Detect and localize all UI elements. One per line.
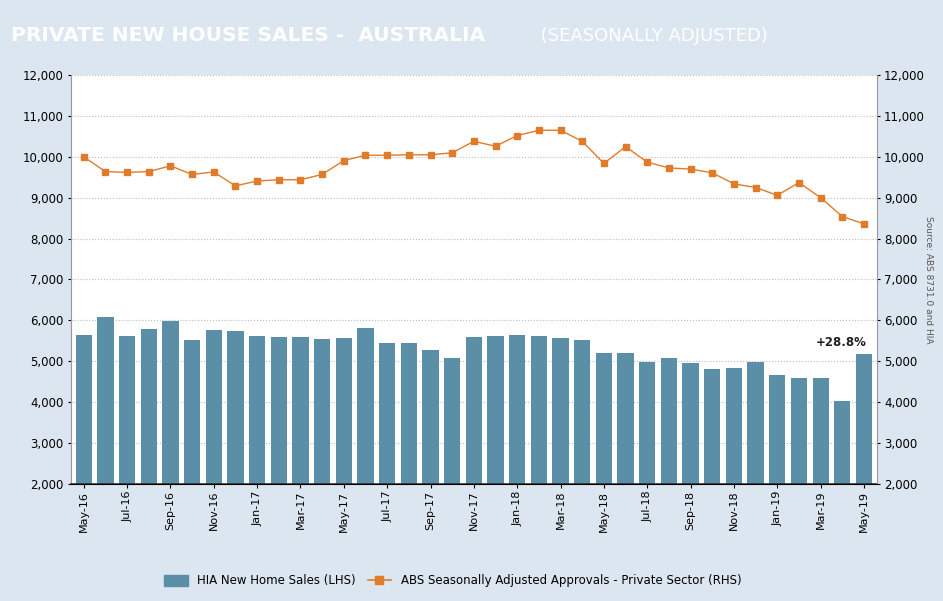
Bar — [162, 321, 178, 566]
Bar — [531, 336, 547, 566]
Text: +28.8%: +28.8% — [816, 336, 867, 349]
Bar — [75, 335, 91, 566]
Bar — [856, 354, 872, 566]
Text: PRIVATE NEW HOUSE SALES -  AUSTRALIA: PRIVATE NEW HOUSE SALES - AUSTRALIA — [11, 26, 486, 46]
Bar — [618, 353, 634, 566]
Bar — [661, 358, 677, 566]
Bar — [314, 339, 330, 566]
Bar — [574, 340, 590, 566]
Bar — [444, 358, 460, 566]
Bar — [726, 368, 742, 566]
Bar — [357, 328, 373, 566]
Bar — [401, 343, 417, 566]
Bar — [184, 340, 200, 566]
Legend: HIA New Home Sales (LHS), ABS Seasonally Adjusted Approvals - Private Sector (RH: HIA New Home Sales (LHS), ABS Seasonally… — [159, 570, 746, 592]
Bar — [141, 329, 157, 566]
Bar — [509, 335, 525, 566]
Text: (SEASONALLY ADJUSTED): (SEASONALLY ADJUSTED) — [535, 27, 768, 45]
Bar — [748, 362, 764, 566]
Bar — [769, 375, 786, 566]
Bar — [813, 378, 829, 566]
Bar — [835, 401, 851, 566]
Bar — [466, 337, 482, 566]
Bar — [119, 336, 135, 566]
Bar — [422, 350, 438, 566]
Bar — [271, 337, 287, 566]
Text: Source: ABS 8731.0 and HIA: Source: ABS 8731.0 and HIA — [924, 216, 934, 343]
Bar — [791, 378, 807, 566]
Bar — [488, 336, 504, 566]
Bar — [596, 353, 612, 566]
Bar — [97, 317, 113, 566]
Bar — [336, 338, 352, 566]
Bar — [683, 363, 699, 566]
Bar — [227, 331, 243, 566]
Bar — [379, 343, 395, 566]
Bar — [249, 336, 265, 566]
Bar — [704, 370, 720, 566]
Bar — [206, 330, 222, 566]
Bar — [639, 362, 655, 566]
Bar — [292, 337, 308, 566]
Bar — [553, 338, 569, 566]
